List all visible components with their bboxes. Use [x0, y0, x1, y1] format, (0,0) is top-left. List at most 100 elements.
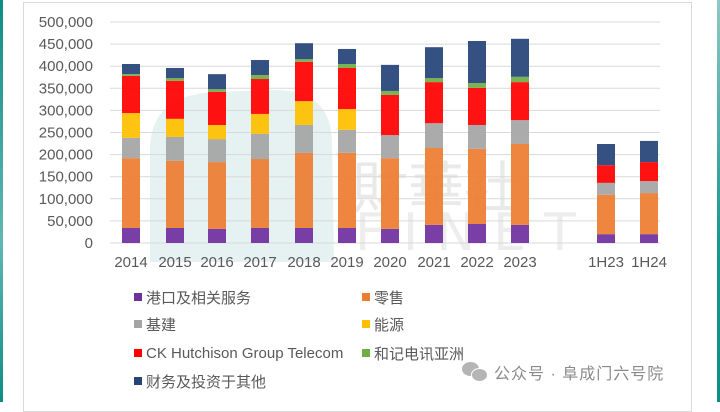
bar-segment	[338, 48, 356, 64]
legend-label-hta: 和记电讯亚洲	[374, 345, 465, 363]
bar-stack-2021	[425, 47, 443, 243]
bar-segment	[640, 193, 658, 235]
x-tick-label: 2021	[417, 254, 450, 271]
bar-segment	[640, 140, 658, 163]
bar-segment	[122, 137, 140, 159]
bar-stack-2014	[122, 63, 140, 243]
y-tick-label: 50,000	[47, 213, 93, 230]
bar-segment	[425, 123, 443, 148]
stacked-bar-chart: 財華社 FINET 050,000100,000150,000200,00025…	[39, 14, 667, 271]
bar-stack-2023	[511, 38, 529, 243]
x-axis-ticks: 2014 2015 2016 2017 2018 2019 2020 2021 2022 2023…	[114, 254, 667, 271]
bar-segment	[208, 139, 226, 163]
bar-segment	[468, 41, 486, 83]
y-tick-label: 200,000	[39, 147, 93, 164]
bar-segment	[597, 194, 615, 235]
bar-segment	[338, 129, 356, 153]
bar-segment	[251, 113, 269, 134]
x-tick-label: 2016	[200, 254, 233, 271]
bar-segment	[597, 182, 615, 195]
y-tick-label: 500,000	[39, 14, 93, 31]
x-tick-label: 2019	[330, 254, 363, 271]
bar-segment	[468, 82, 486, 88]
bar-segment	[511, 76, 529, 83]
bar-segment	[511, 82, 529, 121]
bar-segment	[425, 78, 443, 83]
y-tick-label: 0	[85, 235, 93, 252]
bar-segment	[295, 227, 313, 243]
bar-segment	[640, 162, 658, 182]
bar-segment	[166, 78, 184, 81]
legend-swatch-finance	[134, 377, 142, 385]
bar-segment	[425, 47, 443, 79]
y-tick-label: 400,000	[39, 58, 93, 75]
bar-segment	[511, 143, 529, 225]
bars	[122, 38, 658, 243]
bar-segment	[208, 124, 226, 140]
y-tick-label: 150,000	[39, 169, 93, 186]
bar-segment	[122, 113, 140, 138]
bar-segment	[338, 227, 356, 243]
legend-item-retail: 零售	[362, 286, 404, 308]
bar-segment	[381, 158, 399, 229]
bar-segment	[251, 227, 269, 243]
y-tick-label: 250,000	[39, 125, 93, 142]
legend-label-ports: 港口及相关服务	[146, 289, 252, 307]
bar-segment	[295, 101, 313, 125]
bar-segment	[208, 74, 226, 90]
bar-segment	[122, 74, 140, 76]
bar-segment	[381, 64, 399, 91]
bar-segment	[468, 87, 486, 125]
x-tick-label: 1H24	[631, 254, 667, 271]
bar-segment	[208, 162, 226, 229]
y-axis-ticks: 0 50,000 100,000 150,000 200,000 250,000 300,0…	[39, 14, 93, 252]
x-tick-label: 2020	[373, 254, 406, 271]
x-tick-label: 2018	[287, 254, 320, 271]
bar-segment	[381, 135, 399, 159]
legend-swatch-retail	[362, 293, 370, 301]
bar-segment	[640, 234, 658, 243]
bar-segment	[597, 165, 615, 183]
bar-stack-2016	[208, 74, 226, 243]
bar-segment	[166, 160, 184, 228]
wechat-icon	[462, 362, 488, 382]
bar-stack-2022	[468, 41, 486, 243]
x-tick-label: 2017	[243, 254, 276, 271]
left-edge-strip	[0, 0, 3, 402]
legend-item-hta: 和记电讯亚洲	[362, 342, 464, 364]
bar-segment	[381, 94, 399, 136]
bar-stack-2015	[166, 67, 184, 243]
bar-segment	[122, 227, 140, 243]
legend-label-energy: 能源	[374, 316, 405, 334]
bar-segment	[468, 124, 486, 149]
bar-segment	[338, 67, 356, 110]
bar-segment	[425, 224, 443, 243]
legend-label-infrastructure: 基建	[146, 316, 177, 334]
bar-segment	[251, 79, 269, 114]
y-tick-label: 100,000	[39, 191, 93, 208]
bar-stack-1H23	[597, 143, 615, 243]
bar-segment	[511, 38, 529, 77]
bar-segment	[338, 109, 356, 130]
legend-swatch-energy	[362, 320, 370, 328]
bar-segment	[468, 148, 486, 224]
bar-stack-2018	[295, 43, 313, 243]
bar-segment	[166, 80, 184, 119]
bar-segment	[338, 63, 356, 68]
x-tick-label: 2022	[460, 254, 493, 271]
legend-swatch-hta	[362, 349, 370, 357]
x-tick-label: 2014	[114, 254, 147, 271]
bar-segment	[511, 224, 529, 243]
bar-segment	[122, 63, 140, 75]
legend-item-infrastructure: 基建	[134, 313, 176, 335]
bar-stack-2019	[338, 48, 356, 243]
bar-segment	[166, 227, 184, 243]
legend-item-finance: 财务及投资于其他	[134, 370, 266, 392]
right-edge-strip	[717, 0, 720, 402]
legend-item-energy: 能源	[362, 313, 404, 335]
bar-segment	[208, 228, 226, 243]
bar-segment	[166, 136, 184, 161]
bar-segment	[338, 152, 356, 228]
bar-segment	[122, 158, 140, 228]
x-tick-label: 2015	[158, 254, 191, 271]
